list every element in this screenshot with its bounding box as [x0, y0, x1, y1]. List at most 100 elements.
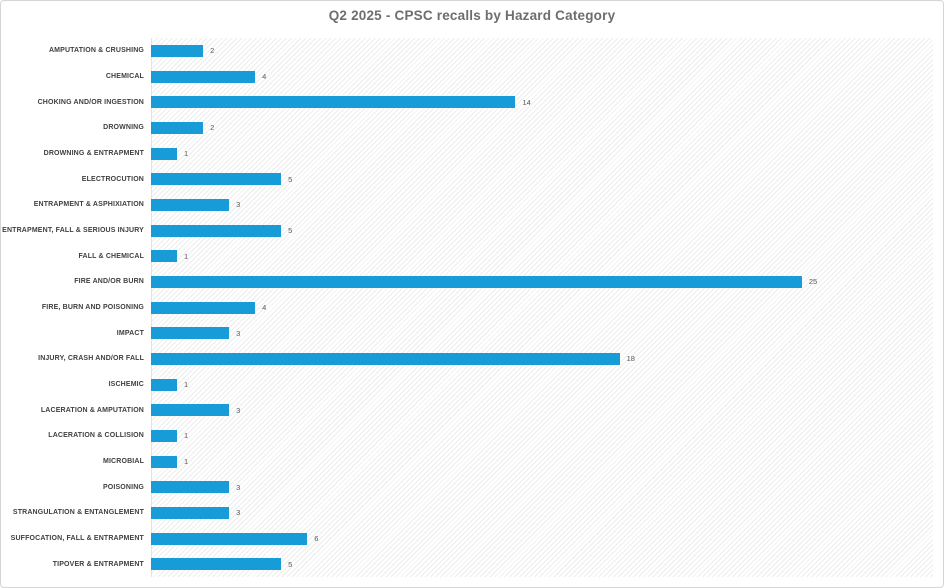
value-label: 5	[288, 559, 293, 569]
bar-row: DROWNING & ENTRAPMENT 1	[1, 141, 932, 167]
bar	[151, 121, 204, 134]
value-label: 2	[210, 46, 215, 56]
bar-row: IMPACT 3	[1, 320, 932, 346]
category-label: ISCHEMIC	[108, 381, 144, 389]
bar-row: SUFFOCATION, FALL & ENTRAPMENT 6	[1, 526, 932, 552]
bar-row: MICROBIAL 1	[1, 449, 932, 475]
category-label: ELECTROCUTION	[81, 175, 144, 183]
category-label: MICROBIAL	[102, 458, 144, 466]
bar-track: 3	[151, 397, 932, 423]
bar-track: 6	[151, 526, 932, 552]
bar-track: 3	[151, 474, 932, 500]
category-label: FIRE AND/OR BURN	[74, 278, 144, 286]
category-label: TIPOVER & ENTRAPMENT	[52, 560, 144, 568]
value-label: 3	[236, 405, 241, 415]
bar-track: 4	[151, 64, 932, 90]
bar-track: 1	[151, 372, 932, 398]
bar-track: 3	[151, 320, 932, 346]
value-label: 25	[808, 277, 818, 287]
value-label: 3	[236, 200, 241, 210]
category-label: IMPACT	[116, 329, 144, 337]
value-label: 1	[184, 431, 189, 441]
bar	[151, 455, 178, 468]
value-label: 4	[262, 72, 267, 81]
category-label: LACERATION & AMPUTATION	[40, 406, 144, 414]
bar-track: 1	[151, 423, 932, 449]
bar-row: ENTRAPMENT, FALL & SERIOUS INJURY 5	[1, 218, 932, 244]
value-label: 1	[184, 457, 189, 467]
bar-row: ENTRAPMENT & ASPHIXIATION 3	[1, 192, 932, 218]
bar-track: 14	[151, 89, 932, 115]
plot-area	[151, 38, 933, 577]
bar	[151, 301, 256, 314]
bar-row: CHOKING AND/OR INGESTION 14	[1, 89, 932, 115]
value-label: 5	[288, 226, 293, 236]
bar	[151, 96, 516, 109]
value-label: 3	[236, 482, 241, 492]
category-label: DROWNING & ENTRAPMENT	[43, 150, 144, 158]
bar-row: LACERATION & AMPUTATION 3	[1, 397, 932, 423]
value-label: 4	[262, 303, 267, 313]
category-label: SUFFOCATION, FALL & ENTRAPMENT	[10, 535, 144, 543]
bar-row: ISCHEMIC 1	[1, 372, 932, 398]
bar	[151, 506, 230, 519]
value-label: 5	[288, 174, 293, 184]
bar-row: CHEMICAL 4	[1, 64, 932, 90]
value-label: 14	[522, 97, 531, 107]
bar	[151, 404, 230, 417]
category-label: DROWNING	[103, 124, 144, 132]
bar-row: ELECTROCUTION 5	[1, 166, 932, 192]
category-label: FIRE, BURN AND POISONING	[41, 304, 144, 312]
category-label: STRANGULATION & ENTANGLEMENT	[12, 509, 144, 517]
bar-track: 4	[151, 295, 932, 321]
bar	[151, 70, 256, 83]
bar	[151, 352, 620, 365]
category-label: CHEMICAL	[105, 73, 144, 80]
category-label: CHOKING AND/OR INGESTION	[37, 98, 144, 106]
bar-track: 25	[151, 269, 932, 295]
bar	[151, 429, 178, 442]
category-label: POISONING	[102, 483, 144, 491]
bar-row: LACERATION & COLLISION 1	[1, 423, 932, 449]
bar-track: 3	[151, 500, 932, 526]
category-label: ENTRAPMENT, FALL & SERIOUS INJURY	[2, 227, 144, 235]
bar-track: 1	[151, 449, 932, 475]
value-label: 2	[210, 123, 215, 133]
bar-track: 5	[151, 551, 932, 577]
bar-rows: AMPUTATION & CRUSHING 2 CHEMICAL 4 CHOKI…	[1, 38, 932, 577]
value-label: 18	[626, 354, 635, 364]
bar-row: FALL & CHEMICAL 1	[1, 243, 932, 269]
bar	[151, 173, 282, 186]
category-label: ENTRAPMENT & ASPHIXIATION	[33, 201, 144, 209]
bar-row: AMPUTATION & CRUSHING 2	[1, 38, 932, 64]
value-label: 1	[184, 251, 189, 261]
bar	[151, 327, 230, 340]
bar-track: 1	[151, 243, 932, 269]
category-label: AMPUTATION & CRUSHING	[48, 47, 144, 55]
value-label: 1	[184, 149, 189, 159]
bar	[151, 275, 802, 288]
bar	[151, 44, 204, 57]
bar-row: FIRE, BURN AND POISONING 4	[1, 295, 932, 321]
category-label: LACERATION & COLLISION	[48, 432, 144, 440]
value-label: 1	[184, 380, 189, 390]
bar	[151, 481, 230, 494]
value-label: 6	[314, 534, 319, 544]
bar	[151, 198, 230, 211]
bar	[151, 224, 282, 237]
category-label: FALL & CHEMICAL	[78, 252, 144, 260]
chart-title: Q2 2025 - CPSC recalls by Hazard Categor…	[328, 8, 616, 23]
bar-row: INJURY, CRASH AND/OR FALL 18	[1, 346, 932, 372]
bar	[151, 558, 282, 571]
value-label: 3	[236, 508, 241, 518]
bar-row: POISONING 3	[1, 474, 932, 500]
bar-row: TIPOVER & ENTRAPMENT 5	[1, 551, 932, 577]
bar-track: 18	[151, 346, 932, 372]
bar-track: 3	[151, 192, 932, 218]
bar-track: 2	[151, 38, 932, 64]
category-label: INJURY, CRASH AND/OR FALL	[38, 355, 144, 363]
bar-row: DROWNING 2	[1, 115, 932, 141]
value-label: 3	[236, 328, 241, 338]
bar	[151, 147, 178, 160]
